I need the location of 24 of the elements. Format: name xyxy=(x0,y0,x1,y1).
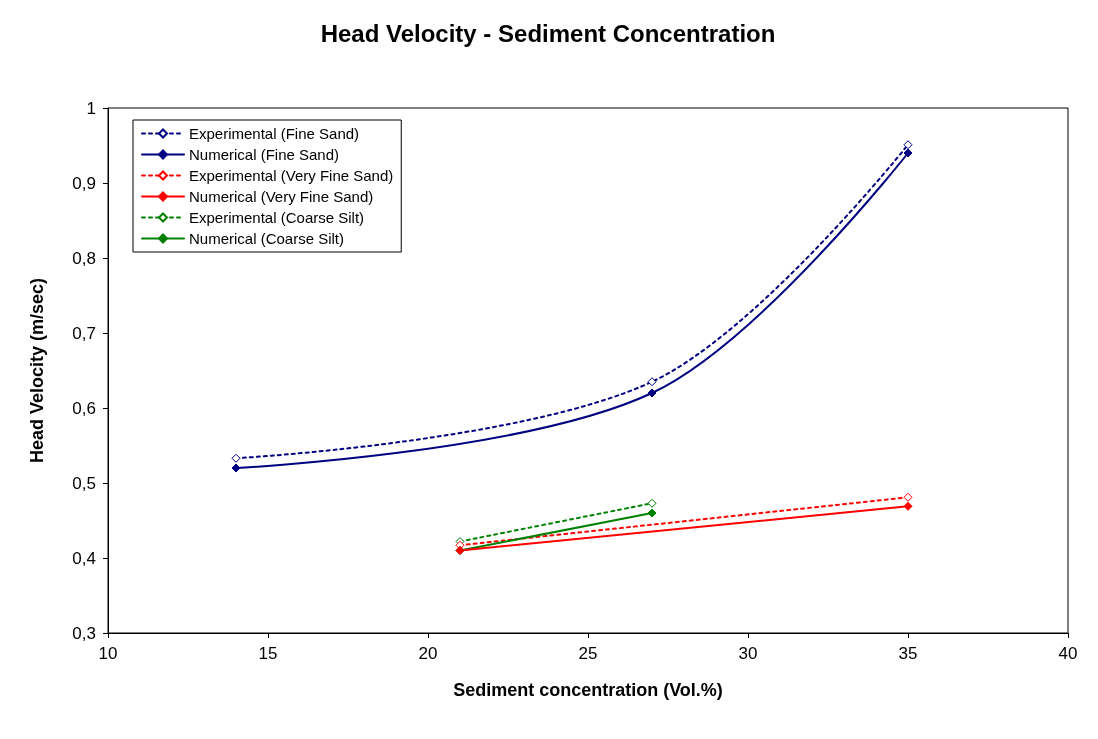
legend-label: Numerical (Coarse Silt) xyxy=(189,230,345,247)
x-tick-label: 35 xyxy=(898,644,918,663)
y-axis-title: Head Velocity (m/sec) xyxy=(27,277,47,464)
x-tick-label: 20 xyxy=(418,644,438,663)
y-tick-label: 0,4 xyxy=(72,548,96,568)
y-tick-label: 1 xyxy=(86,98,96,118)
legend-label: Experimental (Fine Sand) xyxy=(189,125,360,142)
y-tick-label: 0,3 xyxy=(72,623,96,643)
y-tick-label: 0,7 xyxy=(72,323,96,343)
chart-title: Head Velocity - Sediment Concentration xyxy=(320,19,776,47)
y-tick-label: 0,8 xyxy=(72,248,96,268)
legend-label: Numerical (Fine Sand) xyxy=(189,146,340,163)
x-tick-label: 40 xyxy=(1058,644,1078,663)
legend-label: Experimental (Coarse Silt) xyxy=(189,209,365,226)
legend-label: Experimental (Very Fine Sand) xyxy=(189,167,394,184)
x-tick-label: 15 xyxy=(258,644,278,663)
y-tick-label: 0,5 xyxy=(72,473,96,493)
x-axis-title: Sediment concentration (Vol.%) xyxy=(453,680,723,700)
x-tick-label: 25 xyxy=(578,644,598,663)
x-tick-label: 30 xyxy=(738,644,758,663)
legend-label: Numerical (Very Fine Sand) xyxy=(189,188,374,205)
y-tick-label: 0,9 xyxy=(72,173,96,193)
y-tick-label: 0,6 xyxy=(72,398,96,418)
x-tick-label: 10 xyxy=(98,644,118,663)
